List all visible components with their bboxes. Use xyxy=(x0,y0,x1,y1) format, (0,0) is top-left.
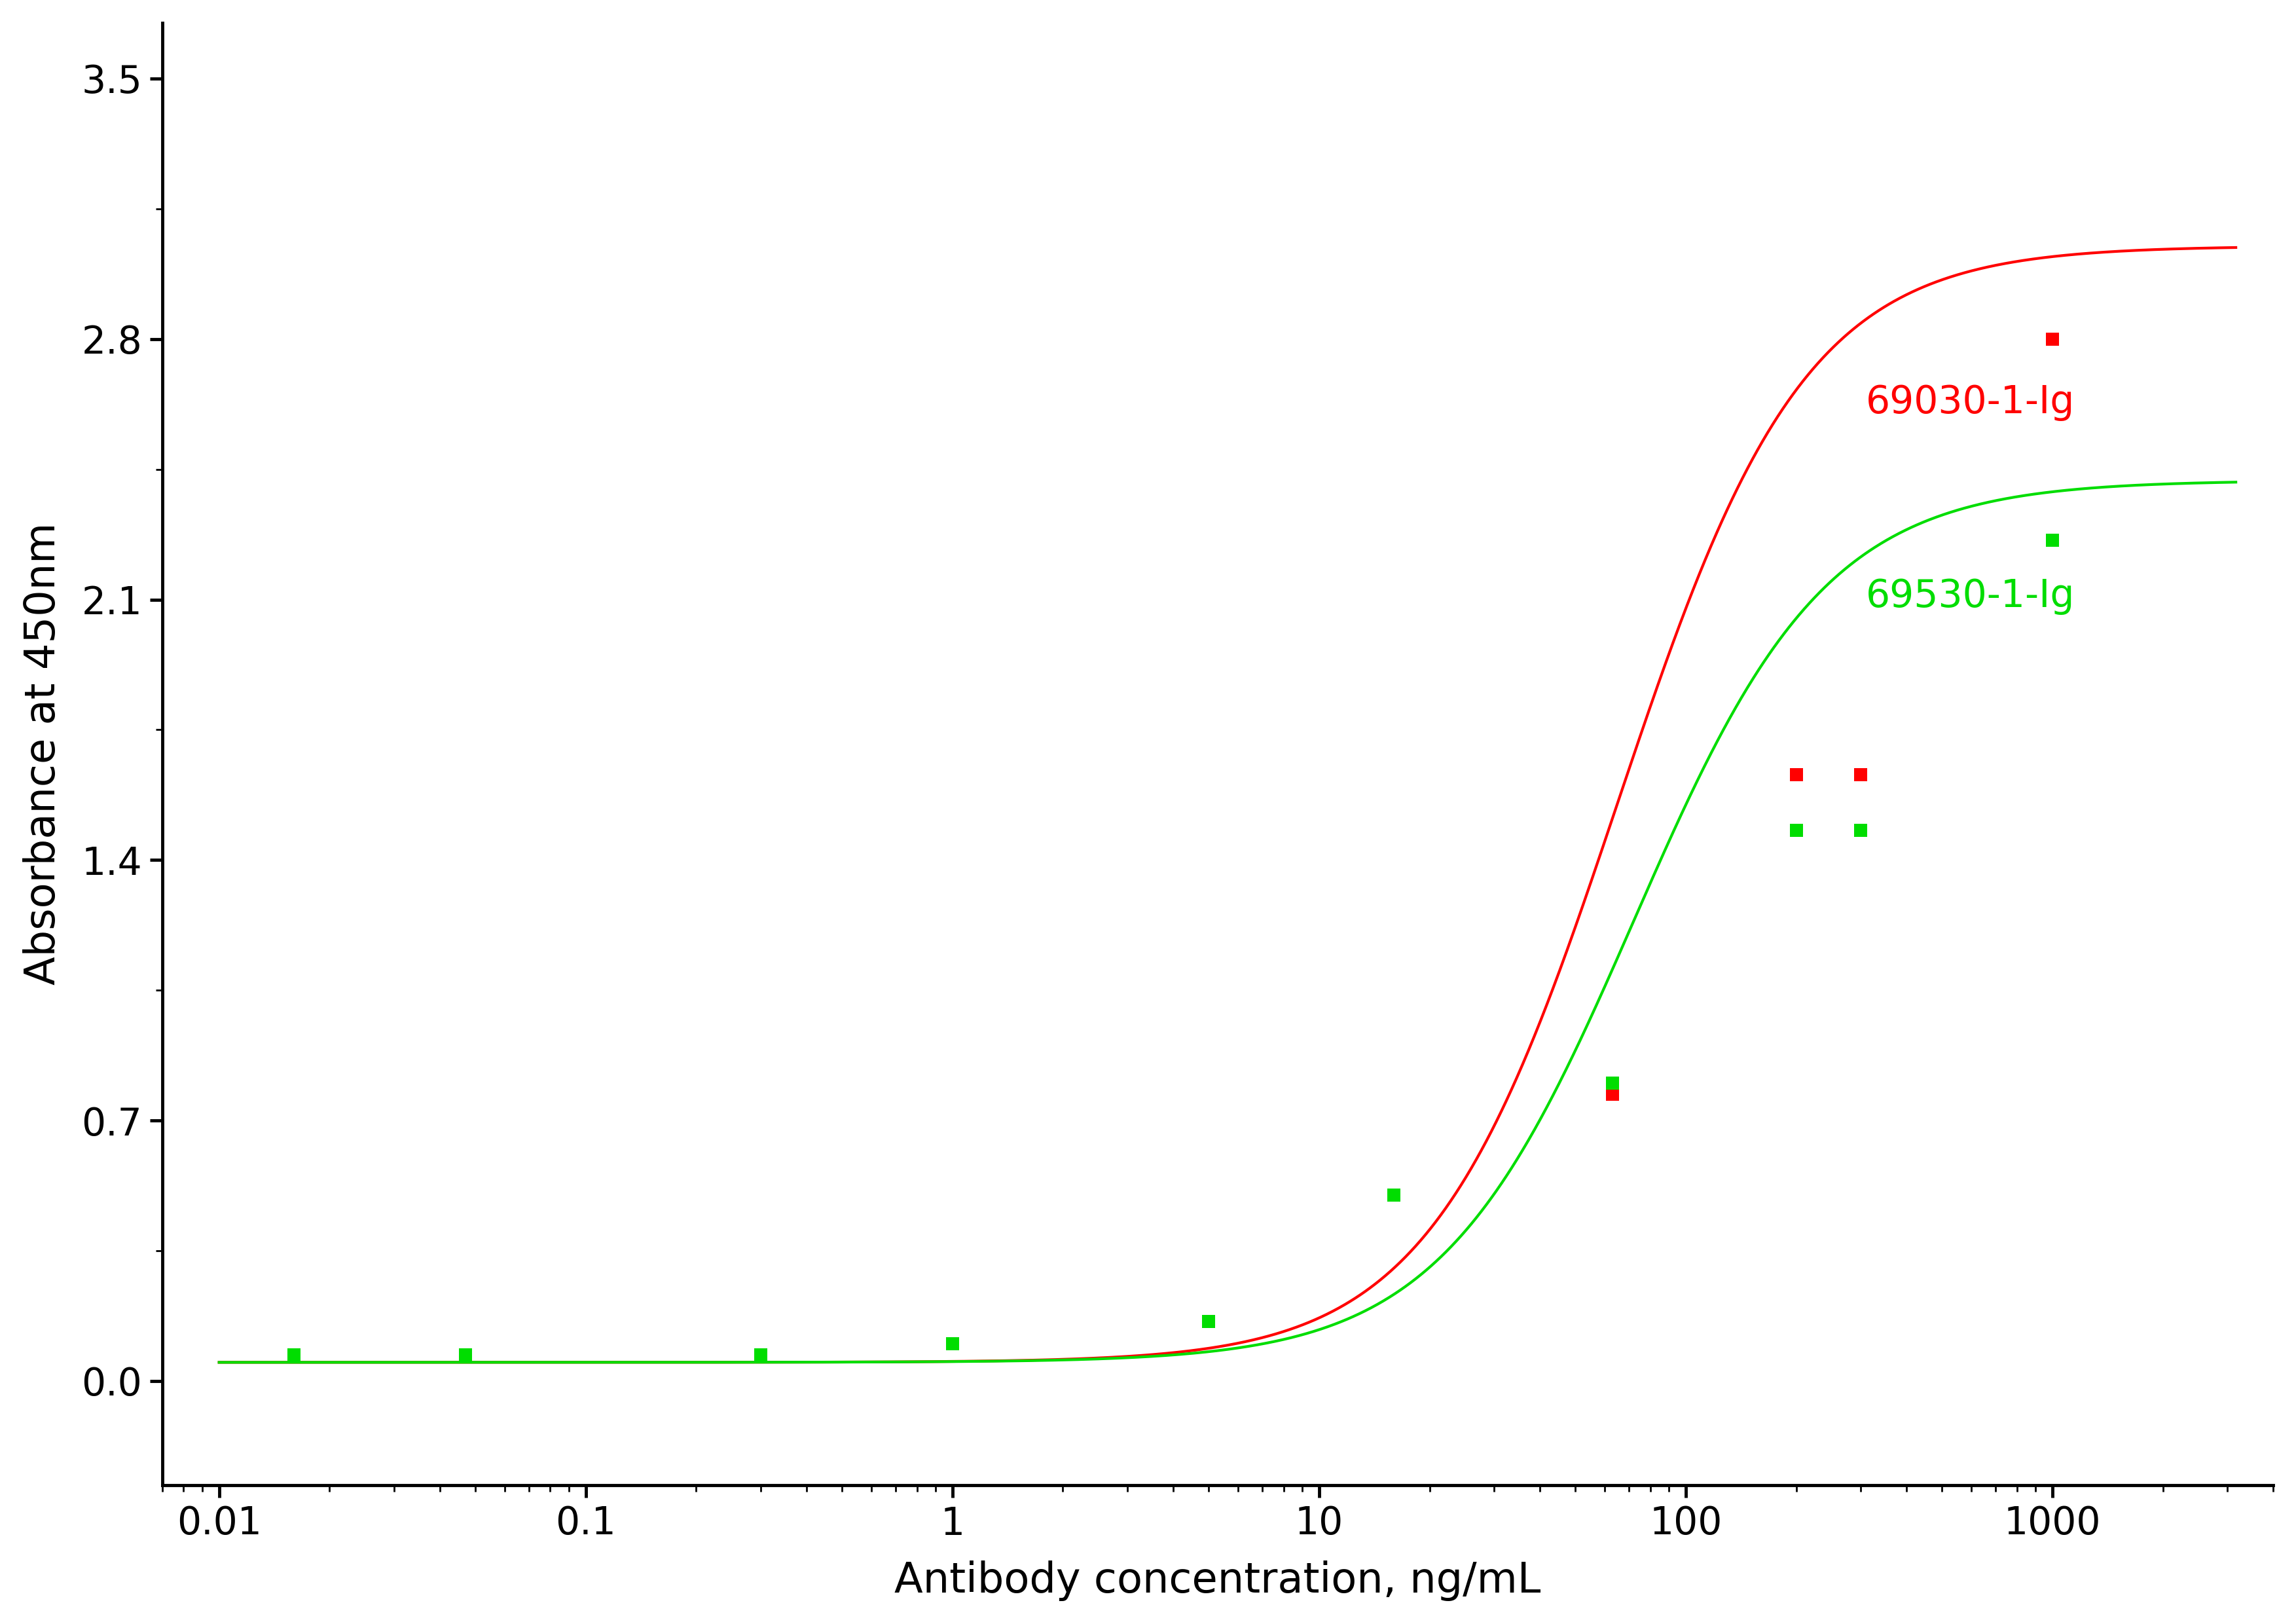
Point xyxy=(934,1330,971,1356)
Point xyxy=(448,1341,484,1367)
Point xyxy=(1777,817,1814,843)
Text: 69530-1-Ig: 69530-1-Ig xyxy=(1867,578,2076,615)
Point xyxy=(276,1341,312,1367)
Point xyxy=(276,1341,312,1367)
Point xyxy=(1593,1082,1630,1108)
Point xyxy=(1777,762,1814,788)
X-axis label: Antibody concentration, ng/mL: Antibody concentration, ng/mL xyxy=(895,1561,1541,1601)
Point xyxy=(934,1330,971,1356)
Point xyxy=(1841,817,1878,843)
Text: 69030-1-Ig: 69030-1-Ig xyxy=(1867,383,2076,421)
Point xyxy=(1189,1309,1226,1335)
Point xyxy=(1375,1182,1412,1208)
Point xyxy=(448,1341,484,1367)
Point xyxy=(1375,1182,1412,1208)
Point xyxy=(742,1341,778,1367)
Point xyxy=(1189,1309,1226,1335)
Point xyxy=(1841,762,1878,788)
Point xyxy=(1593,1070,1630,1096)
Point xyxy=(2034,526,2071,552)
Y-axis label: Absorbance at 450nm: Absorbance at 450nm xyxy=(23,523,64,986)
Point xyxy=(2034,326,2071,352)
Point xyxy=(742,1341,778,1367)
